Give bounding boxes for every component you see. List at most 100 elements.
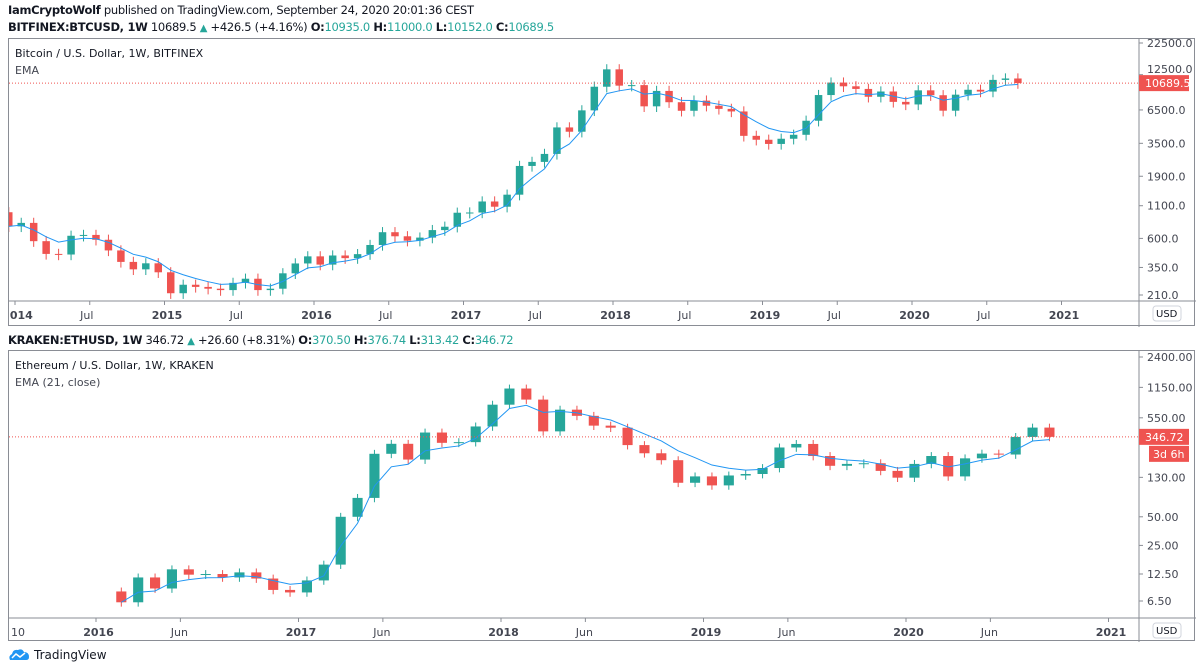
candle xyxy=(656,453,667,461)
candle xyxy=(640,85,648,107)
candle xyxy=(9,212,13,227)
candle xyxy=(166,569,177,589)
time-tick-label: 2019 xyxy=(750,309,781,322)
candle xyxy=(877,91,885,97)
candle xyxy=(251,572,262,579)
candle xyxy=(403,236,412,241)
btc-ema-legend[interactable]: EMA xyxy=(15,64,39,77)
price-tick-label: 550.00 xyxy=(1147,412,1186,425)
candle xyxy=(328,255,337,265)
candle xyxy=(578,110,586,132)
candle xyxy=(291,263,300,274)
candle xyxy=(129,261,138,270)
candle xyxy=(142,263,150,270)
candle xyxy=(133,577,144,603)
time-tick-label: 2020 xyxy=(899,309,930,322)
time-tick-label: Jul xyxy=(79,309,93,322)
candle xyxy=(304,256,312,264)
countdown-label: 3d 6h xyxy=(1153,448,1184,461)
candle xyxy=(266,288,275,291)
time-tick-label: Jun xyxy=(170,626,188,639)
time-tick-label: Jun xyxy=(777,626,795,639)
candle xyxy=(17,222,25,227)
currency-label: USD xyxy=(1156,309,1178,320)
price-tick-label: 2400.00 xyxy=(1147,351,1193,364)
candle xyxy=(652,90,661,107)
candle xyxy=(316,256,324,265)
candle xyxy=(521,388,532,400)
eth-ema-legend[interactable]: EMA (21, close) xyxy=(15,376,101,389)
candle xyxy=(453,212,462,227)
btc-open: 10935.0 xyxy=(324,20,370,34)
candle xyxy=(740,473,751,476)
candle xyxy=(42,241,50,254)
price-tick-label: 12500.0 xyxy=(1147,63,1193,76)
candle xyxy=(241,278,250,283)
candle xyxy=(1044,427,1055,437)
time-tick-label: Jun xyxy=(372,626,390,639)
time-tick-label: 2020 xyxy=(893,626,924,639)
candle xyxy=(116,591,127,603)
candle xyxy=(428,230,437,238)
candle xyxy=(436,432,447,443)
eth-chart[interactable]: 2400.00 1150.00 550.00 130.00 50.00 25.00 12.5… xyxy=(9,351,1196,642)
candle xyxy=(553,127,561,154)
tradingview-logo[interactable]: TradingView xyxy=(8,648,107,662)
candle xyxy=(487,404,498,427)
btc-last: 10689.5 xyxy=(150,20,197,34)
btc-chart-panel[interactable]: 22500.0 12500.0 6500.0 3500.0 1900.0 1100.0 60… xyxy=(8,38,1196,327)
time-tick-label: 2014 xyxy=(9,309,33,322)
btc-high: 11000.0 xyxy=(386,20,433,34)
candle xyxy=(727,108,736,112)
candle xyxy=(154,263,163,273)
currency-badge[interactable]: USD xyxy=(1152,305,1182,322)
candle xyxy=(960,458,971,477)
candle xyxy=(179,284,187,294)
candle xyxy=(470,426,481,443)
candle xyxy=(702,100,711,106)
price-tick-label: 1100.0 xyxy=(1147,200,1186,213)
candle xyxy=(1010,436,1021,455)
candle xyxy=(892,470,903,478)
ema-line xyxy=(121,404,1050,603)
candle xyxy=(478,201,486,213)
candle xyxy=(690,100,698,111)
candle xyxy=(217,574,228,578)
candle xyxy=(1001,78,1010,80)
candle xyxy=(590,86,599,111)
plot-area xyxy=(116,384,1055,607)
candle xyxy=(92,234,100,240)
btc-chart[interactable]: 22500.0 12500.0 6500.0 3500.0 1900.0 1100.0 60… xyxy=(9,39,1196,327)
publish-text: published on TradingView.com, September … xyxy=(103,3,474,17)
candle xyxy=(515,165,524,195)
eth-symbol-bar: KRAKEN:ETHUSD, 1W 346.72 ▲ +26.60 (+8.31… xyxy=(8,333,514,347)
candle xyxy=(366,244,374,255)
candle xyxy=(386,443,397,454)
eth-chart-panel[interactable]: 2400.00 1150.00 550.00 130.00 50.00 25.00 12.5… xyxy=(8,350,1196,642)
candle xyxy=(852,86,860,89)
currency-badge[interactable]: USD xyxy=(1152,622,1182,639)
candle xyxy=(441,226,449,231)
candle xyxy=(540,153,549,162)
eth-change: +26.60 (+8.31%) xyxy=(198,333,295,347)
time-tick-label: 2016 xyxy=(301,309,332,322)
author[interactable]: IamCryptoWolf xyxy=(8,3,101,17)
candle xyxy=(369,453,380,498)
tradingview-cloud-icon xyxy=(9,649,30,660)
candle xyxy=(229,282,237,291)
candle xyxy=(335,516,346,565)
time-tick-label: 2021 xyxy=(1096,626,1127,639)
price-tick-label: 25.00 xyxy=(1147,539,1179,552)
candle xyxy=(774,447,785,469)
candle xyxy=(378,232,387,245)
candle xyxy=(54,253,63,255)
time-tick-label: 2017 xyxy=(451,309,482,322)
ema-line xyxy=(9,83,1018,287)
candle xyxy=(976,453,987,459)
time-tick-label: Jun xyxy=(980,626,998,639)
price-tick-label: 6500.0 xyxy=(1147,104,1186,117)
candle xyxy=(341,255,349,259)
candle xyxy=(627,85,636,87)
last-price-label: 10689.5 xyxy=(1145,77,1191,90)
candle xyxy=(858,463,869,465)
